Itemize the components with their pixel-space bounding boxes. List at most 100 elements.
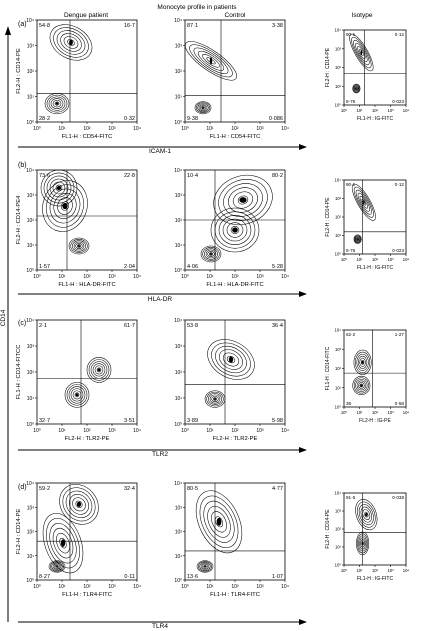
x-tick-label: 10⁴ — [281, 274, 289, 280]
contour-line — [46, 94, 68, 113]
contour-line — [195, 490, 243, 554]
quadrant-lower-right: 1·07 — [272, 574, 283, 580]
quadrant-lower-left: 9·38 — [187, 116, 198, 122]
y-tick-label: 10⁰ — [174, 120, 182, 126]
x-tick-label: 10⁴ — [133, 274, 141, 280]
contour-line — [213, 174, 273, 226]
contour-line — [361, 541, 364, 546]
contour-line — [46, 518, 80, 569]
contour-line — [92, 363, 106, 377]
contour-line — [359, 49, 364, 56]
quadrant-upper-left: 90·1 — [346, 32, 356, 37]
contour-line — [209, 252, 213, 256]
y-tick-label: 10³ — [27, 344, 35, 350]
contour-line — [358, 382, 365, 389]
x-axis-label: FL1-H : IG-FITC — [357, 576, 394, 582]
quadrant-upper-right: 80·2 — [272, 173, 283, 179]
contour-line — [44, 93, 70, 115]
contour-line — [211, 511, 227, 533]
quadrant-upper-right: 32·4 — [124, 486, 135, 492]
contour-line — [355, 351, 371, 373]
quadrant-upper-right: 36·4 — [272, 323, 283, 329]
marker-label: ICAM-1 — [149, 148, 171, 155]
contour-line — [196, 102, 210, 114]
y-tick-label: 10⁴ — [335, 28, 342, 33]
contour-line — [237, 195, 249, 205]
x-tick-label: 10⁴ — [403, 568, 410, 573]
contour-line — [214, 211, 256, 249]
contour-line — [353, 39, 370, 66]
contour-line — [203, 500, 235, 543]
contour-line — [357, 192, 370, 212]
x-tick-label: 10¹ — [206, 126, 214, 132]
contour-line — [358, 504, 374, 526]
contour-line — [198, 561, 212, 572]
contour-line — [52, 563, 62, 570]
y-tick-label: 10¹ — [175, 554, 183, 560]
contour-line — [53, 27, 89, 58]
contour-line — [215, 345, 247, 374]
x-tick-label: 10¹ — [58, 274, 66, 280]
contour-core — [75, 393, 79, 397]
contour-line — [42, 180, 88, 232]
contour-core — [60, 539, 66, 547]
contour-line — [360, 360, 365, 365]
x-tick-label: 10² — [231, 584, 239, 590]
y-tick-label: 10¹ — [27, 396, 35, 402]
contour-line — [211, 342, 251, 377]
x-axis-label: FL1-H : CD54-FITC — [210, 134, 261, 140]
contour-line — [72, 240, 86, 252]
x-tick-label: 10³ — [108, 274, 116, 280]
x-tick-label: 10³ — [387, 257, 394, 262]
contour-line — [359, 537, 366, 550]
contour-line — [197, 103, 209, 113]
contour-line — [203, 565, 207, 568]
x-tick-label: 10⁴ — [403, 108, 410, 113]
contour-line — [214, 516, 224, 528]
contour-line — [198, 104, 208, 112]
y-tick-label: 10² — [27, 69, 35, 75]
y-tick-label: 10⁰ — [174, 578, 182, 584]
contour-line — [60, 33, 82, 52]
contour-core — [62, 202, 68, 210]
y-tick-label: 10⁰ — [26, 422, 34, 428]
quadrant-upper-left: 90·1 — [346, 182, 356, 187]
contour-line — [353, 84, 360, 93]
header-dengue: Dengue patient — [64, 12, 108, 19]
contour-line — [59, 484, 99, 525]
quadrant-lower-right: 5·28 — [272, 264, 283, 270]
contour-line — [360, 506, 372, 523]
x-tick-label: 10¹ — [206, 584, 214, 590]
x-tick-label: 10² — [83, 126, 91, 132]
contour-line — [201, 106, 205, 110]
contour-line — [66, 384, 88, 406]
contour-core — [76, 501, 82, 507]
x-tick-label: 10⁰ — [341, 568, 348, 573]
y-tick-label: 10⁰ — [335, 405, 342, 410]
y-tick-label: 10³ — [27, 44, 35, 50]
contour-line — [356, 531, 370, 556]
y-tick-label: 10¹ — [27, 243, 35, 249]
contour-line — [45, 184, 85, 228]
x-tick-label: 10⁰ — [33, 274, 41, 280]
plot-frame — [184, 319, 286, 425]
x-tick-label: 10¹ — [58, 584, 66, 590]
contour-line — [351, 36, 372, 69]
contour-line — [43, 172, 75, 204]
y-tick-label: 10³ — [175, 193, 183, 199]
contour-line — [360, 539, 365, 548]
y-axis-label: FL2-H : CD14-PE — [325, 47, 331, 87]
contour-line — [52, 527, 74, 559]
contour-line — [356, 237, 360, 241]
x-tick-label: 10⁰ — [181, 428, 189, 434]
contour-line — [200, 563, 210, 570]
x-tick-label: 10¹ — [58, 428, 66, 434]
contour-line — [194, 101, 212, 115]
panel-letter: (c) — [18, 320, 26, 327]
y-tick-label: 10⁴ — [174, 481, 182, 487]
x-tick-label: 10² — [231, 126, 239, 132]
